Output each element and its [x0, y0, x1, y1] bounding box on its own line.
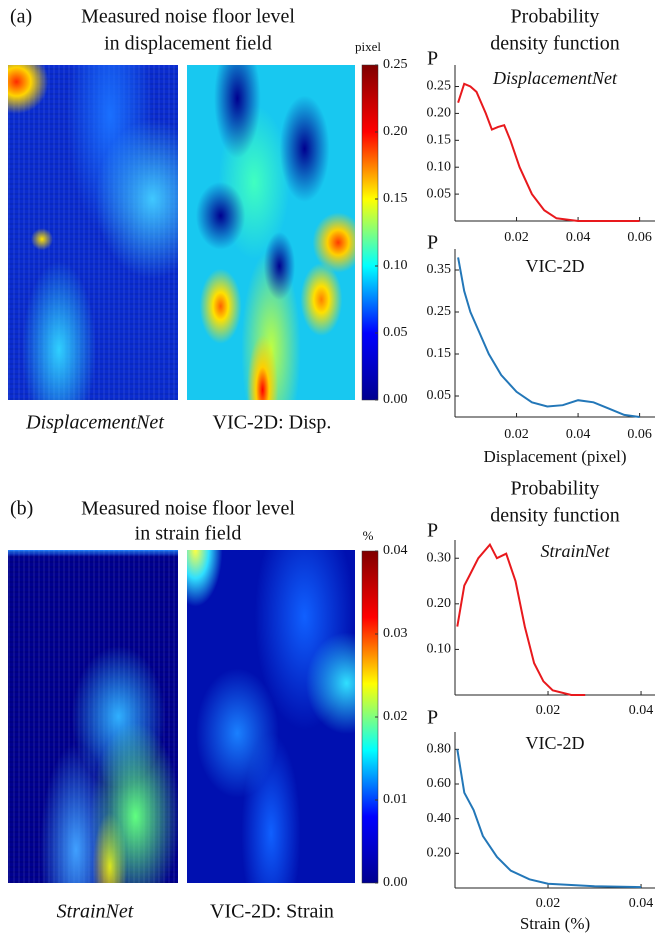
x-tick-label: 0.04 [629, 703, 654, 718]
y-tick-label: 0.25 [427, 79, 452, 94]
y-tick-label: 0.40 [427, 811, 452, 826]
y-tick-label: 0.30 [427, 550, 452, 565]
x-tick-label: 0.04 [629, 896, 654, 911]
colorbar-tick-label: 0.03 [383, 626, 408, 641]
x-tick-label: 0.06 [627, 230, 652, 245]
pdf-title: density function [490, 505, 619, 527]
x-tick-label: 0.04 [566, 427, 591, 442]
pdf-title: Probability [511, 478, 600, 500]
colorbar-tick-label: 0.00 [383, 875, 408, 890]
colorbar-tick-label: 0.25 [383, 57, 408, 72]
caption: VIC-2D: Disp. [213, 412, 332, 434]
heatmap [8, 550, 178, 883]
y-tick-label: 0.10 [427, 642, 452, 657]
colorbar-tick-label: 0.20 [383, 124, 408, 139]
x-tick-label: 0.06 [627, 427, 652, 442]
x-tick-label: 0.04 [566, 230, 591, 245]
pdf-curve [457, 82, 640, 222]
y-axis-label: P [427, 520, 438, 542]
x-tick-label: 0.02 [504, 427, 529, 442]
y-tick-label: 0.80 [427, 742, 452, 757]
curve-label: VIC-2D [526, 256, 585, 276]
panel-label: (a) [10, 6, 32, 28]
y-tick-label: 0.05 [427, 186, 452, 201]
y-tick-label: 0.20 [427, 596, 452, 611]
colorbar-title: % [363, 528, 374, 543]
caption: StrainNet [57, 901, 134, 923]
pdf-title: density function [490, 33, 619, 55]
pdf-curve [457, 257, 640, 418]
pdf-title: Probability [511, 6, 600, 28]
curve-label: DisplacementNet [492, 68, 618, 88]
colorbar-tick-label: 0.02 [383, 709, 408, 724]
y-tick-label: 0.20 [427, 846, 452, 861]
x-tick-label: 0.02 [536, 703, 561, 718]
colorbar-tick-label: 0.04 [383, 543, 408, 558]
caption: VIC-2D: Strain [210, 901, 334, 923]
colorbar-tick-label: 0.15 [383, 191, 408, 206]
colorbar-tick-label: 0.00 [383, 392, 408, 407]
x-axis-label: Strain (%) [520, 914, 590, 933]
y-tick-label: 0.15 [427, 133, 452, 148]
panel-title: Measured noise floor level [81, 498, 295, 520]
y-axis-label: P [427, 707, 438, 729]
colorbar-tick-label: 0.01 [383, 792, 408, 807]
panel-title: in displacement field [104, 33, 272, 55]
y-tick-label: 0.15 [427, 346, 452, 361]
pdf-curve [456, 542, 586, 696]
pdf-curve [456, 749, 642, 889]
colorbar-tick-label: 0.05 [383, 325, 408, 340]
caption: DisplacementNet [25, 412, 164, 434]
x-axis-label: Displacement (pixel) [483, 447, 626, 466]
y-axis-label: P [427, 232, 438, 254]
curve-label: VIC-2D [526, 733, 585, 753]
y-tick-label: 0.25 [427, 304, 452, 319]
heatmap [8, 65, 178, 400]
x-tick-label: 0.02 [536, 896, 561, 911]
y-tick-label: 0.10 [427, 159, 452, 174]
y-tick-label: 0.60 [427, 776, 452, 791]
y-tick-label: 0.35 [427, 262, 452, 277]
colorbar-title: pixel [355, 39, 381, 54]
panel-label: (b) [10, 498, 33, 520]
panel-title: Measured noise floor level [81, 6, 295, 28]
colorbar-tick-label: 0.10 [383, 258, 408, 273]
panel-title: in strain field [135, 523, 242, 545]
colorbar [361, 64, 379, 401]
y-tick-label: 0.20 [427, 106, 452, 121]
y-axis-label: P [427, 48, 438, 70]
y-tick-label: 0.05 [427, 388, 452, 403]
curve-label: StrainNet [540, 541, 610, 561]
heatmap [187, 550, 355, 883]
heatmap [187, 65, 355, 400]
x-tick-label: 0.02 [504, 230, 529, 245]
